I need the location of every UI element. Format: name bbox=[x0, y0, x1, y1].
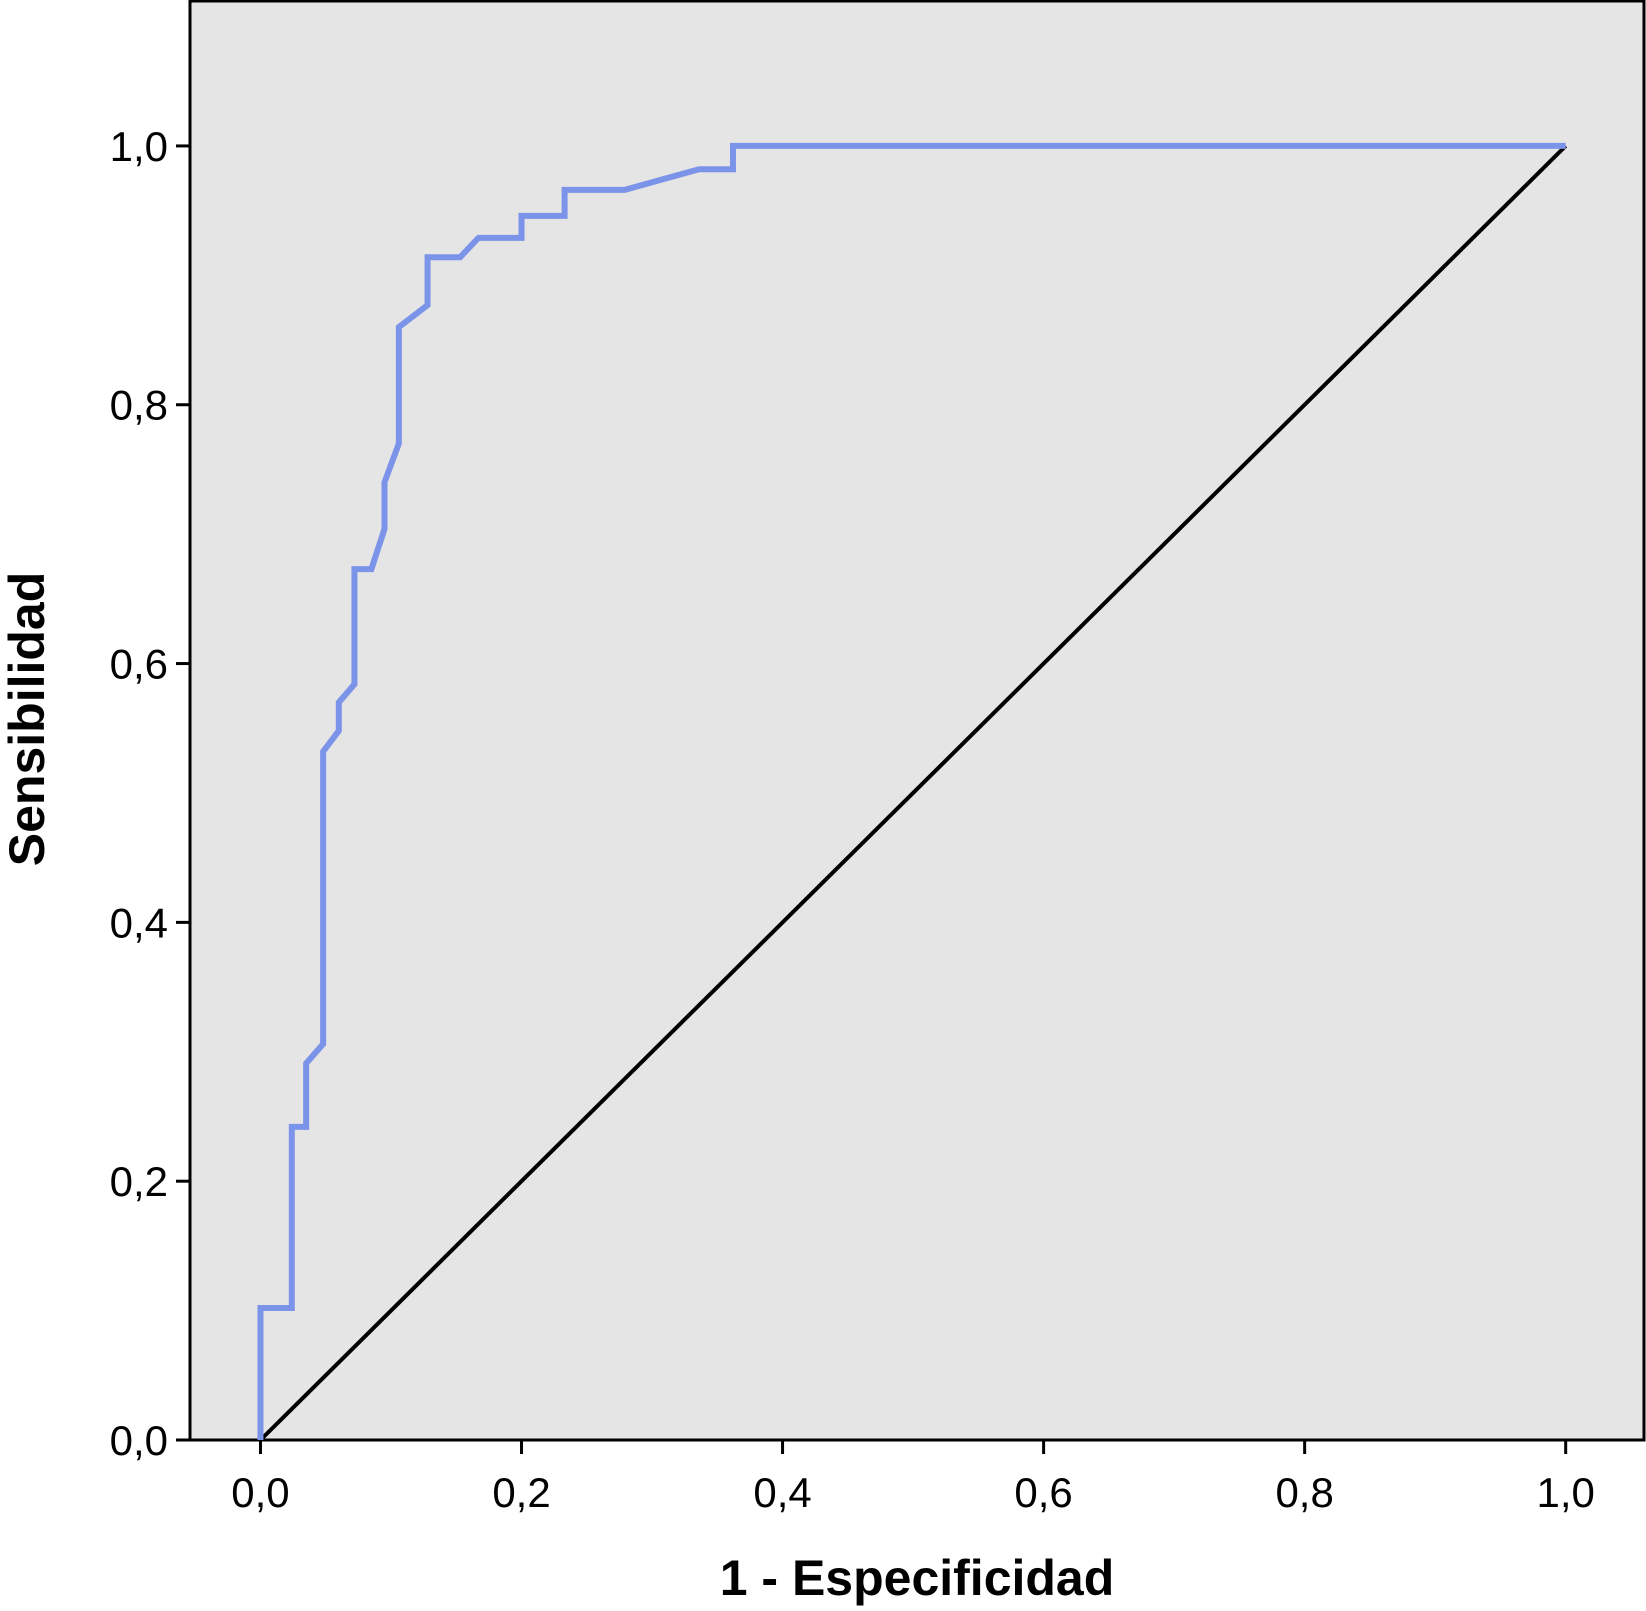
plot-area bbox=[188, 0, 1646, 1442]
y-tick-label: 0,2 bbox=[110, 1158, 168, 1205]
x-axis-label: 1 - Especificidad bbox=[720, 1550, 1115, 1606]
x-tick-label: 0,6 bbox=[1014, 1469, 1072, 1516]
x-tick-label: 1,0 bbox=[1536, 1469, 1594, 1516]
x-tick-label: 0,4 bbox=[753, 1469, 811, 1516]
y-axis-label: Sensibilidad bbox=[0, 572, 55, 867]
x-tick-label: 0,0 bbox=[231, 1469, 289, 1516]
y-tick-label: 0,6 bbox=[110, 641, 168, 688]
series-line bbox=[259, 144, 1568, 1442]
y-tick-label: 0,4 bbox=[110, 899, 168, 946]
y-tick-label: 0,8 bbox=[110, 382, 168, 429]
series-line bbox=[257, 142, 1566, 1440]
x-tick-label: 0,2 bbox=[492, 1469, 550, 1516]
y-tick-label: 0,0 bbox=[110, 1417, 168, 1464]
x-tick-label: 0,8 bbox=[1275, 1469, 1333, 1516]
y-tick-label: 1,0 bbox=[110, 123, 168, 170]
